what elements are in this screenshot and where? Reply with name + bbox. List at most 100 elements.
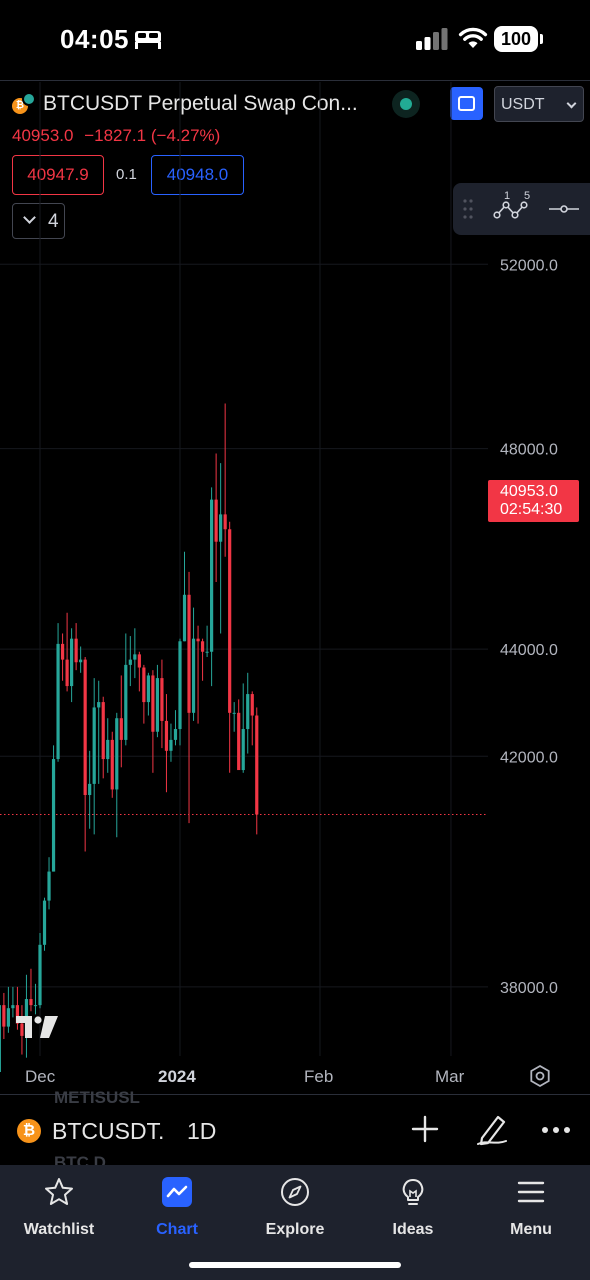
candle bbox=[214, 453, 218, 583]
candle bbox=[6, 986, 10, 1033]
status-time: 04:05 bbox=[60, 24, 129, 54]
candle bbox=[106, 718, 110, 773]
candle-body bbox=[210, 499, 214, 652]
symbol-search-button[interactable]: BTCUSDT. bbox=[52, 1118, 165, 1144]
candle bbox=[79, 646, 83, 673]
symbol-title[interactable]: BTCUSDT Perpetual Swap Con... bbox=[43, 92, 358, 115]
tab-chart[interactable]: Chart bbox=[118, 1175, 236, 1245]
candle-body bbox=[2, 1005, 6, 1027]
price-axis-label: 42000.0 bbox=[500, 749, 558, 766]
last-price: 40953.0 bbox=[12, 126, 74, 145]
fullscreen-icon bbox=[458, 96, 475, 111]
candle-body bbox=[56, 643, 60, 760]
tab-ideas[interactable]: Ideas bbox=[354, 1175, 472, 1245]
home-indicator[interactable] bbox=[189, 1262, 401, 1268]
candle bbox=[155, 664, 160, 738]
candle-body bbox=[42, 900, 47, 945]
candle bbox=[164, 694, 169, 793]
indicators-toggle-button[interactable]: 4 bbox=[12, 203, 65, 239]
star-icon bbox=[45, 1178, 73, 1205]
candle-body bbox=[241, 729, 245, 771]
candle bbox=[191, 607, 196, 721]
sleep-focus-icon bbox=[135, 31, 161, 49]
add-symbol-icon[interactable] bbox=[410, 1114, 440, 1144]
candle bbox=[178, 638, 182, 746]
candle bbox=[228, 521, 232, 773]
exchange-logo-icon bbox=[22, 92, 36, 106]
candle bbox=[97, 680, 101, 784]
tab-menu[interactable]: Menu bbox=[472, 1175, 590, 1245]
chart-icon bbox=[162, 1177, 192, 1207]
fullscreen-button[interactable] bbox=[450, 87, 483, 120]
candle-body bbox=[169, 739, 173, 751]
divider bbox=[0, 1094, 590, 1095]
current-price-label: 40953.0 02:54:30 bbox=[488, 480, 579, 522]
candle-body bbox=[119, 718, 123, 740]
drawing-tools-panel[interactable]: 1 5 bbox=[453, 183, 590, 235]
candle bbox=[101, 696, 105, 779]
candle bbox=[232, 702, 236, 732]
candle-body bbox=[250, 694, 254, 716]
candle bbox=[223, 403, 227, 557]
tab-label: Watchlist bbox=[23, 1221, 95, 1238]
price-chart[interactable]: 60000.052000.048000.044000.042000.038000… bbox=[0, 82, 590, 1072]
buy-button[interactable]: 40948.0 bbox=[151, 155, 244, 195]
candle-body bbox=[15, 1005, 20, 1024]
candle-body bbox=[92, 707, 96, 784]
time-axis-label: Dec bbox=[25, 1067, 56, 1086]
tab-watchlist[interactable]: Watchlist bbox=[0, 1175, 118, 1245]
time-axis-label: Mar bbox=[435, 1067, 465, 1086]
candle bbox=[146, 672, 150, 716]
candle bbox=[33, 983, 38, 1015]
candle-body bbox=[133, 654, 137, 660]
candle-body bbox=[106, 739, 110, 760]
candle bbox=[219, 463, 223, 634]
candle-body bbox=[200, 641, 205, 652]
market-status-icon[interactable] bbox=[392, 90, 420, 118]
candle bbox=[246, 672, 250, 754]
candle-body bbox=[33, 1005, 38, 1007]
candle-body bbox=[178, 641, 182, 730]
candle bbox=[151, 670, 155, 773]
candle bbox=[51, 745, 56, 872]
candle bbox=[20, 1005, 24, 1055]
sell-button[interactable]: 40947.9 bbox=[12, 155, 104, 195]
price-axis-label: 52000.0 bbox=[500, 257, 558, 274]
price-axis: 60000.052000.048000.044000.042000.038000… bbox=[500, 257, 558, 997]
candle bbox=[119, 675, 123, 768]
candle-body bbox=[219, 514, 223, 542]
candle-body bbox=[173, 729, 178, 740]
candle bbox=[169, 723, 173, 762]
more-options-icon[interactable] bbox=[541, 1126, 571, 1134]
tab-explore[interactable]: Explore bbox=[236, 1175, 354, 1245]
candle bbox=[70, 628, 74, 703]
candle-body bbox=[214, 499, 218, 542]
horizontal-line-tool-icon bbox=[549, 205, 579, 213]
candle-body bbox=[79, 659, 83, 663]
candle bbox=[38, 932, 42, 1009]
candle bbox=[11, 986, 15, 1018]
interval-button[interactable]: 1D bbox=[187, 1118, 217, 1144]
spread-value: 0.1 bbox=[116, 166, 137, 183]
previous-symbol-ghost: METISUSL bbox=[54, 1088, 140, 1107]
current-price-value: 40953.0 bbox=[500, 483, 558, 500]
cellular-signal-icon bbox=[416, 28, 448, 50]
drawing-pen-icon[interactable] bbox=[476, 1112, 508, 1146]
menu-icon bbox=[517, 1181, 545, 1203]
candle bbox=[255, 707, 259, 835]
candle bbox=[110, 731, 114, 798]
candle bbox=[173, 710, 178, 746]
candle bbox=[160, 659, 164, 749]
candle bbox=[205, 625, 209, 657]
candle bbox=[56, 623, 60, 762]
candle bbox=[137, 651, 141, 692]
candle-body bbox=[88, 783, 92, 796]
currency-select[interactable]: USDT bbox=[494, 86, 584, 122]
candle bbox=[200, 638, 205, 681]
drawing-tools-icons: 1 5 bbox=[463, 190, 579, 219]
candle bbox=[42, 897, 47, 951]
candle bbox=[182, 551, 187, 642]
status-bar: 04:05 100 bbox=[0, 0, 590, 80]
candle-body bbox=[137, 654, 141, 668]
chart-settings-icon[interactable] bbox=[528, 1064, 552, 1088]
